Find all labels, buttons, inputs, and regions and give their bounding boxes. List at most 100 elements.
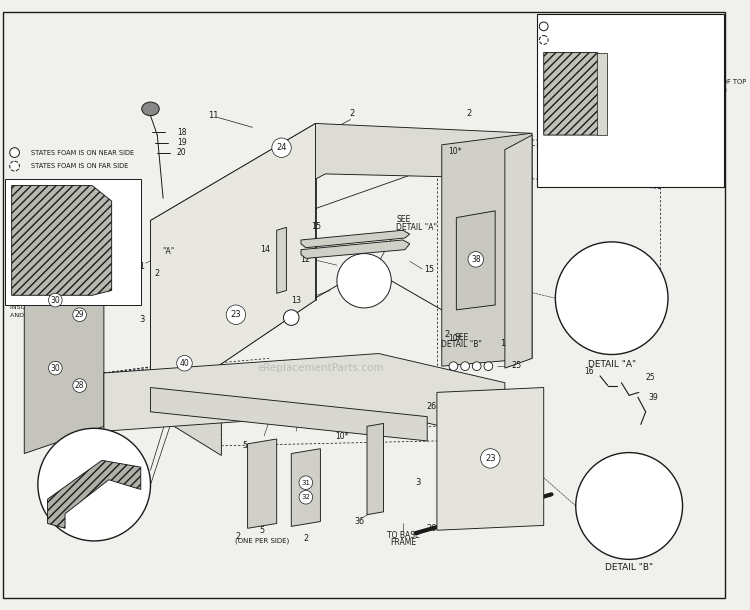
Text: 26: 26: [427, 524, 437, 533]
Text: DETAIL "B": DETAIL "B": [605, 562, 653, 572]
Text: 13: 13: [291, 296, 301, 304]
Text: 15: 15: [310, 222, 321, 231]
Text: 28: 28: [639, 303, 648, 312]
Text: 13: 13: [620, 509, 629, 518]
Text: 23: 23: [485, 454, 496, 463]
Text: DETAIL "A" AND "B" FOR SPLITTER: DETAIL "A" AND "B" FOR SPLITTER: [542, 152, 655, 159]
Text: DETAIL "A": DETAIL "A": [396, 223, 437, 232]
Text: 36: 36: [354, 517, 364, 526]
Circle shape: [73, 379, 86, 392]
Text: 22: 22: [596, 301, 604, 310]
Text: eReplacementParts.com: eReplacementParts.com: [257, 363, 384, 373]
Polygon shape: [456, 211, 495, 310]
Text: 30: 30: [50, 296, 60, 304]
Text: 28: 28: [75, 381, 84, 390]
Circle shape: [555, 242, 668, 354]
Text: 5: 5: [260, 526, 265, 535]
Text: 30: 30: [50, 364, 60, 373]
Polygon shape: [104, 354, 505, 441]
Text: AND DISCHARGE AREAS ONLY. SEE: AND DISCHARGE AREAS ONLY. SEE: [542, 143, 656, 149]
Ellipse shape: [142, 102, 159, 116]
Circle shape: [460, 362, 470, 370]
Text: 20: 20: [177, 148, 186, 157]
Text: RETAINER  30  32: RETAINER 30 32: [542, 113, 610, 119]
Text: INSULATION AND RETAINERS: INSULATION AND RETAINERS: [570, 33, 665, 39]
Polygon shape: [24, 249, 104, 454]
Circle shape: [539, 22, 548, 30]
Circle shape: [468, 251, 484, 267]
Circle shape: [49, 293, 62, 307]
Text: INSULATION FOR DOORS: INSULATION FOR DOORS: [10, 306, 88, 310]
Circle shape: [472, 362, 481, 370]
Circle shape: [299, 490, 313, 504]
Text: INSULATION AND RETAINERS: INSULATION AND RETAINERS: [570, 20, 665, 26]
Text: 2: 2: [444, 329, 449, 339]
Polygon shape: [291, 449, 320, 526]
Text: 25: 25: [512, 361, 522, 370]
Bar: [537, 14, 724, 187]
Circle shape: [449, 362, 458, 370]
Text: 16: 16: [584, 367, 594, 376]
Polygon shape: [47, 461, 141, 528]
Text: 18: 18: [70, 524, 80, 533]
Text: 2: 2: [303, 534, 308, 542]
Text: 25: 25: [646, 373, 656, 382]
Text: 32: 32: [302, 494, 310, 500]
Text: STATES FOAM IS ON FAR SIDE: STATES FOAM IS ON FAR SIDE: [31, 163, 128, 169]
Text: LOCATED ON THE NEAR SIDE.: LOCATED ON THE NEAR SIDE.: [568, 26, 666, 32]
Circle shape: [484, 362, 493, 370]
Text: 8: 8: [112, 281, 117, 290]
Polygon shape: [151, 221, 221, 456]
Text: 19: 19: [177, 138, 186, 148]
Polygon shape: [151, 387, 427, 441]
Circle shape: [10, 148, 20, 157]
Circle shape: [38, 428, 151, 541]
Text: ONLY): ONLY): [701, 86, 727, 93]
Circle shape: [73, 308, 86, 321]
Text: 33(ROOF TOP: 33(ROOF TOP: [701, 79, 746, 85]
Text: 34: 34: [580, 506, 590, 515]
Text: 39: 39: [649, 393, 658, 402]
Circle shape: [539, 35, 548, 45]
Circle shape: [299, 476, 313, 489]
Text: 23: 23: [230, 310, 242, 319]
Text: 21: 21: [634, 478, 644, 487]
Text: MOUNTING OF ACOUSTIC: MOUNTING OF ACOUSTIC: [10, 298, 90, 303]
Text: 2: 2: [236, 531, 241, 540]
Text: 40: 40: [179, 359, 189, 368]
Text: 11: 11: [209, 111, 219, 120]
Text: 7: 7: [383, 420, 388, 429]
Circle shape: [177, 356, 192, 371]
Text: 26: 26: [427, 403, 437, 412]
Text: 17: 17: [146, 104, 155, 113]
Text: 21: 21: [616, 272, 626, 281]
Text: 29: 29: [75, 310, 85, 319]
Text: (ONE PER SIDE): (ONE PER SIDE): [235, 537, 290, 544]
Text: SEE: SEE: [396, 215, 410, 224]
Text: 41: 41: [136, 262, 146, 271]
Text: 2: 2: [294, 420, 299, 429]
Circle shape: [576, 453, 682, 559]
Text: FRAME: FRAME: [390, 539, 416, 547]
Polygon shape: [544, 52, 607, 135]
Text: 37: 37: [85, 451, 94, 460]
Circle shape: [481, 449, 500, 468]
Polygon shape: [505, 135, 532, 368]
Text: 31: 31: [302, 479, 310, 486]
Text: 2: 2: [332, 422, 338, 431]
Circle shape: [284, 310, 299, 325]
Text: 3: 3: [415, 478, 420, 487]
Polygon shape: [151, 123, 316, 412]
Text: 5: 5: [242, 441, 248, 450]
Text: 22: 22: [701, 68, 710, 76]
Polygon shape: [442, 133, 532, 366]
Text: 9: 9: [58, 443, 63, 452]
Text: 12: 12: [301, 255, 310, 264]
Text: 22: 22: [649, 509, 658, 518]
Bar: [597, 52, 607, 135]
Polygon shape: [301, 240, 410, 259]
Text: 2: 2: [154, 270, 160, 278]
Text: DETAIL "B": DETAIL "B": [441, 340, 482, 350]
Text: DETAIL "A": DETAIL "A": [587, 360, 636, 368]
Polygon shape: [277, 228, 286, 293]
